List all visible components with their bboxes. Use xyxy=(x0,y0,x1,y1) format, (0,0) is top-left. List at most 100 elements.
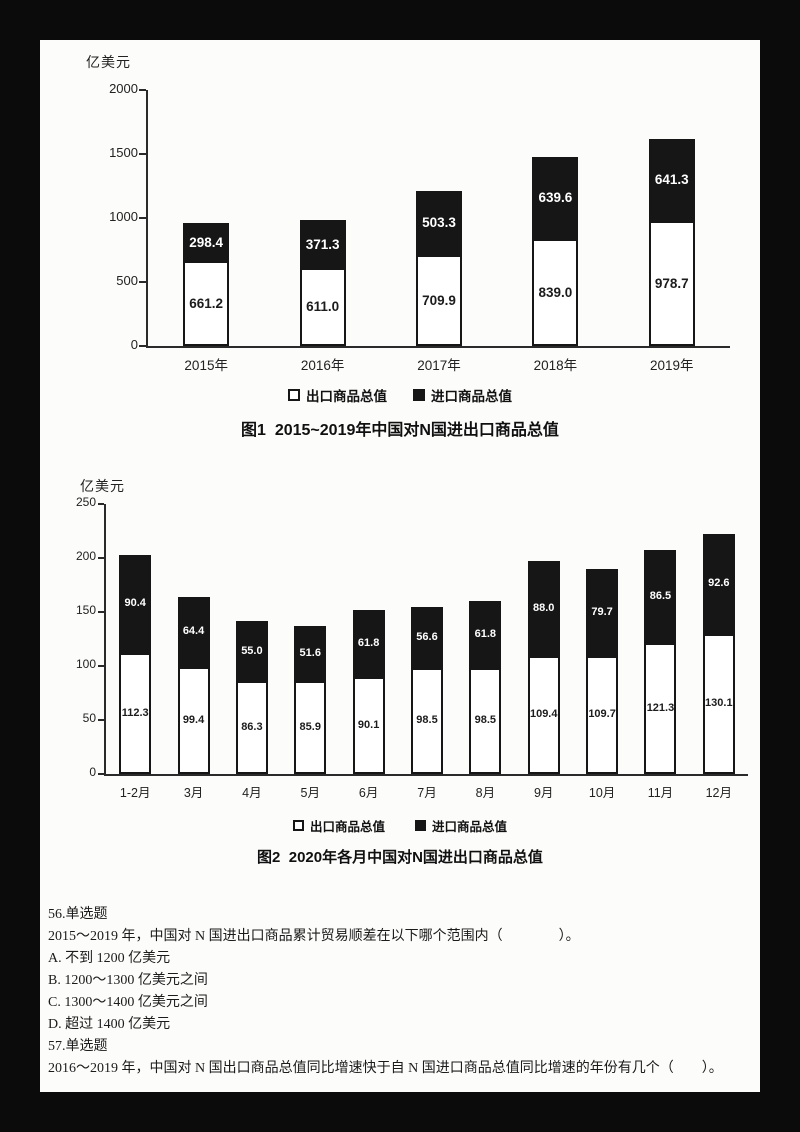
bar-export-segment xyxy=(299,267,346,346)
bar-import-segment xyxy=(294,625,327,682)
bar-export-segment xyxy=(702,633,735,774)
import-value-label: 61.8 xyxy=(357,636,380,649)
question-57-label: 57.单选题 xyxy=(48,1039,108,1054)
y-axis-unit-label: 亿美元 xyxy=(80,478,125,494)
export-value-label: 978.7 xyxy=(654,275,689,291)
bar-import-segment xyxy=(644,549,677,643)
import-value-label: 503.3 xyxy=(422,215,456,231)
y-tick-mark xyxy=(98,503,104,505)
export-value-label: 112.3 xyxy=(121,706,149,719)
y-axis-line xyxy=(104,504,106,776)
y-tick-label: 1500 xyxy=(109,145,138,160)
y-tick-mark xyxy=(98,773,104,775)
bar-import-segment xyxy=(177,597,210,667)
y-tick-label: 250 xyxy=(75,495,96,509)
import-value-label: 79.7 xyxy=(591,606,613,618)
bar-export-segment xyxy=(469,667,502,774)
bar-export-segment xyxy=(235,680,268,774)
import-value-label: 371.3 xyxy=(305,236,340,252)
x-category-label: 9月 xyxy=(533,786,554,800)
bar-import-segment xyxy=(411,606,443,668)
bar-export-segment xyxy=(644,643,677,774)
plot-area: 112.3 90.4 99.4 64.4 86.3 55.0 85.9 51.6 90.1 61.… xyxy=(106,504,748,774)
x-category-label: 2016年 xyxy=(300,358,345,373)
bar-export-segment xyxy=(532,238,579,346)
bar-import-segment xyxy=(469,600,502,668)
export-value-label: 130.1 xyxy=(705,697,733,710)
x-category-label: 4月 xyxy=(242,786,262,800)
filled-square-swatch-icon xyxy=(413,389,425,401)
bar-import-segment xyxy=(183,223,230,262)
import-value-label: 641.3 xyxy=(654,172,689,188)
bar-export-segment xyxy=(527,655,560,774)
export-value-label: 109.7 xyxy=(588,708,616,721)
y-tick-label: 150 xyxy=(75,603,96,617)
import-value-label: 298.4 xyxy=(189,234,224,250)
question-56-option-c: C. 1300～1400 亿美元之间 xyxy=(48,995,208,1010)
legend-label: 进口商品总值 xyxy=(431,389,512,404)
question-57-stem: 2016～2019 年，中国对 N 国出口商品总值同比增速快于自 N 国进口商品… xyxy=(48,1061,723,1076)
figure-caption: 图2 2020年各月中国对N国进出口商品总值 xyxy=(257,849,543,866)
legend-label: 出口商品总值 xyxy=(309,820,385,834)
x-category-label: 7月 xyxy=(417,786,437,800)
x-category-label: 2017年 xyxy=(417,358,461,373)
import-value-label: 86.5 xyxy=(649,589,672,602)
open-square-swatch-icon xyxy=(288,389,300,401)
x-category-label: 8月 xyxy=(475,786,496,800)
export-value-label: 121.3 xyxy=(646,702,675,714)
import-value-label: 92.6 xyxy=(708,577,730,589)
y-tick-mark xyxy=(139,345,146,347)
export-value-label: 90.1 xyxy=(357,718,380,731)
y-tick-mark xyxy=(98,557,104,559)
export-value-label: 98.5 xyxy=(474,714,497,727)
y-axis-unit-label: 亿美元 xyxy=(86,54,131,70)
questions-block: 56.单选题 2015～2019 年，中国对 N 国进出口商品累计贸易顺差在以下… xyxy=(48,904,756,1080)
x-category-label: 2019年 xyxy=(650,358,694,373)
x-category-label: 2018年 xyxy=(533,358,578,373)
x-category-label: 1-2月 xyxy=(119,786,151,800)
export-value-label: 661.2 xyxy=(189,296,224,312)
legend-label: 出口商品总值 xyxy=(306,389,387,404)
export-value-label: 85.9 xyxy=(299,721,321,734)
x-category-label: 10月 xyxy=(588,786,616,800)
question-56-option-b: B. 1200～1300 亿美元之间 xyxy=(48,973,208,988)
y-axis-line xyxy=(146,90,148,348)
y-tick-label: 50 xyxy=(82,711,96,725)
y-tick-mark xyxy=(98,719,104,721)
x-category-label: 3月 xyxy=(183,786,204,800)
plot-area: 661.2 298.4 611.0 371.3 709.9 503.3 839.0 639.6… xyxy=(148,90,730,346)
figure-2-chart: 亿美元 112.3 90.4 99.4 64.4 86.3 55.0 85.9 51.6 90.… xyxy=(40,472,760,868)
import-value-label: 51.6 xyxy=(299,646,321,659)
bar-export-segment xyxy=(183,261,230,346)
legend-item-export: 出口商品总值 xyxy=(288,385,387,405)
legend-item-import: 进口商品总值 xyxy=(415,816,507,835)
import-value-label: 61.8 xyxy=(474,627,497,640)
x-category-label: 11月 xyxy=(647,786,674,800)
open-square-swatch-icon xyxy=(292,820,304,831)
bar-export-segment xyxy=(294,681,327,774)
question-56-label: 56.单选题 xyxy=(48,907,108,922)
y-tick-mark xyxy=(98,611,104,613)
bar-import-segment xyxy=(416,190,462,256)
x-category-label: 2015年 xyxy=(184,358,228,373)
question-56-option-d: D. 超过 1400 亿美元 xyxy=(48,1017,171,1032)
export-value-label: 109.4 xyxy=(529,708,558,721)
scanned-exam-page: 亿美元 661.2 298.4 611.0 371.3 709.9 503.3 839.0 6… xyxy=(40,40,760,1092)
y-tick-mark xyxy=(139,217,146,219)
y-tick-label: 100 xyxy=(75,657,96,671)
import-value-label: 64.4 xyxy=(182,625,205,638)
bar-import-segment xyxy=(648,138,695,221)
bar-import-segment xyxy=(527,560,560,656)
bar-export-segment xyxy=(648,220,695,346)
x-axis-line xyxy=(146,346,730,348)
bar-import-segment xyxy=(235,621,268,681)
question-56-option-a: A. 不到 1200 亿美元 xyxy=(48,951,171,966)
legend-label: 进口商品总值 xyxy=(432,820,508,834)
import-value-label: 56.6 xyxy=(416,630,438,643)
bar-export-segment xyxy=(177,666,210,774)
bar-import-segment xyxy=(352,609,385,677)
bar-import-segment xyxy=(119,555,152,653)
export-value-label: 839.0 xyxy=(538,284,573,300)
bar-import-segment xyxy=(532,156,579,239)
